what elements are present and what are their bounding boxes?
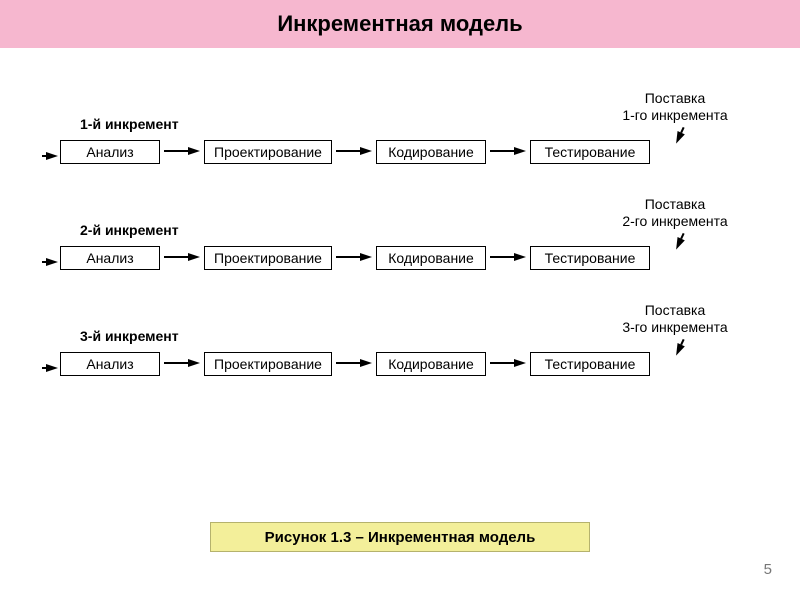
step-box: Анализ bbox=[60, 246, 160, 270]
delivery-label: Поставка3-го инкремента bbox=[600, 302, 750, 336]
arrow-right-icon bbox=[336, 355, 372, 373]
step-box: Анализ bbox=[60, 352, 160, 376]
step-box: Проектирование bbox=[204, 246, 332, 270]
delivery-label-line1: Поставка bbox=[600, 90, 750, 107]
increment-row: 1-й инкремент Поставка1-го инкремента Ана… bbox=[60, 90, 760, 200]
page-title: Инкрементная модель bbox=[0, 0, 800, 48]
delivery-arrow-icon bbox=[667, 335, 691, 359]
arrow-right-icon bbox=[490, 143, 526, 161]
arrow-right-icon bbox=[42, 360, 58, 378]
delivery-arrow-icon bbox=[667, 229, 691, 253]
arrow-right-icon bbox=[164, 355, 200, 373]
arrow-right-icon bbox=[164, 143, 200, 161]
page-number: 5 bbox=[764, 561, 772, 578]
delivery-label: Поставка2-го инкремента bbox=[600, 196, 750, 230]
delivery-label-line2: 1-го инкремента bbox=[600, 107, 750, 124]
increment-row: 3-й инкремент Поставка3-го инкремента Ана… bbox=[60, 302, 760, 412]
delivery-label: Поставка1-го инкремента bbox=[600, 90, 750, 124]
delivery-label-line2: 2-го инкремента bbox=[600, 213, 750, 230]
step-flow: Анализ Проектирование Кодирование Тестир… bbox=[60, 352, 650, 376]
delivery-label-line2: 3-го инкремента bbox=[600, 319, 750, 336]
arrow-right-icon bbox=[490, 355, 526, 373]
step-box: Тестирование bbox=[530, 140, 650, 164]
step-flow: Анализ Проектирование Кодирование Тестир… bbox=[60, 140, 650, 164]
figure-caption: Рисунок 1.3 – Инкрементная модель bbox=[210, 522, 590, 552]
step-box: Проектирование bbox=[204, 352, 332, 376]
step-box: Кодирование bbox=[376, 246, 486, 270]
step-box: Кодирование bbox=[376, 352, 486, 376]
step-box: Кодирование bbox=[376, 140, 486, 164]
step-box: Тестирование bbox=[530, 352, 650, 376]
arrow-right-icon bbox=[336, 249, 372, 267]
increment-label: 3-й инкремент bbox=[80, 328, 179, 344]
arrow-right-icon bbox=[42, 148, 58, 166]
arrow-right-icon bbox=[490, 249, 526, 267]
arrow-right-icon bbox=[164, 249, 200, 267]
increment-label: 2-й инкремент bbox=[80, 222, 179, 238]
arrow-right-icon bbox=[336, 143, 372, 161]
increment-row: 2-й инкремент Поставка2-го инкремента Ана… bbox=[60, 196, 760, 306]
delivery-label-line1: Поставка bbox=[600, 302, 750, 319]
arrow-right-icon bbox=[42, 254, 58, 272]
step-box: Проектирование bbox=[204, 140, 332, 164]
delivery-arrow-icon bbox=[667, 123, 691, 147]
step-box: Тестирование bbox=[530, 246, 650, 270]
increment-label: 1-й инкремент bbox=[80, 116, 179, 132]
step-box: Анализ bbox=[60, 140, 160, 164]
flow-diagram: 1-й инкрементПоставка1-го инкремента Ана… bbox=[0, 90, 800, 470]
step-flow: Анализ Проектирование Кодирование Тестир… bbox=[60, 246, 650, 270]
delivery-label-line1: Поставка bbox=[600, 196, 750, 213]
